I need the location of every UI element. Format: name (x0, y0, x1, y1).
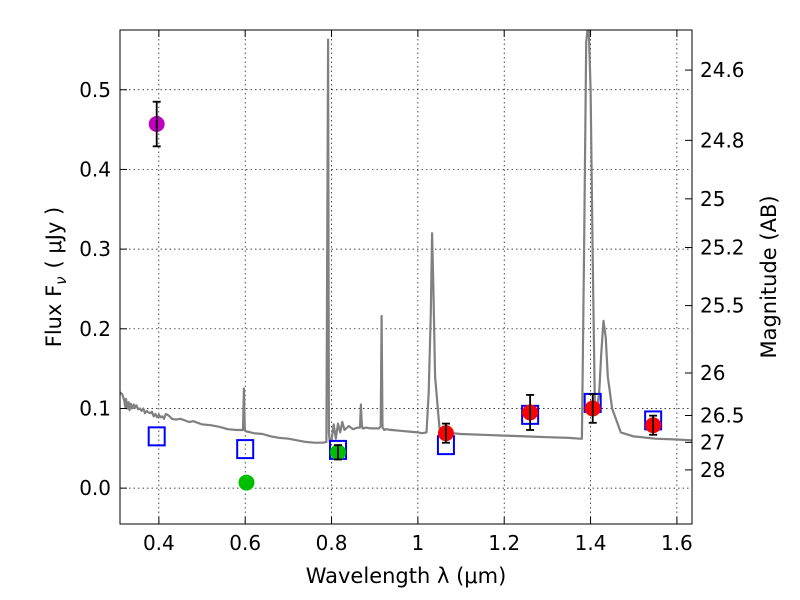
y-tick-label: 0.2 (79, 317, 111, 341)
x-tick-label: 1 (412, 531, 425, 555)
y2-tick-label: 26 (700, 361, 725, 385)
plot-frame (119, 29, 693, 525)
y-tick-label: 0.5 (79, 78, 111, 102)
y-tick-label: 0.1 (79, 396, 111, 420)
y2-tick-label: 24.6 (700, 58, 745, 82)
x-tick-label: 1.4 (575, 531, 607, 555)
model-photometry-square (236, 439, 255, 460)
observed-flux-point (238, 474, 255, 491)
x-tick-label: 0.8 (316, 531, 348, 555)
x-tick-label: 1.6 (661, 531, 693, 555)
x-tick-label: 0.6 (229, 531, 261, 555)
y-tick-label: 0.3 (79, 237, 111, 261)
x-axis-title: Wavelength λ (μm) (306, 564, 507, 588)
right-axis-title: Magnitude (AB) (757, 195, 781, 358)
plot-background (120, 30, 692, 524)
model-photometry-square (147, 426, 166, 447)
y2-tick-label: 27 (700, 430, 725, 454)
y-axis-title-main: Flux F (42, 285, 66, 347)
y-tick-label: 0.0 (79, 476, 111, 500)
x-tick-label: 1.2 (488, 531, 520, 555)
y2-tick-label: 25 (700, 187, 725, 211)
y2-tick-label: 28 (700, 458, 725, 482)
axis-ticks: 0.4 0.6 0.8 1 1.2 1.4 1.6 0.0 0.1 0.2 0.3 0.4 0.5 24.… (79, 30, 745, 555)
y-axis-title-unit: ( μJy ) (42, 207, 66, 269)
y2-tick-label: 26.5 (700, 403, 745, 427)
y-tick-label: 0.4 (79, 157, 111, 181)
y-axis-title-sub: ν (52, 276, 70, 284)
x-tick-label: 0.4 (143, 531, 175, 555)
y2-tick-label: 25.5 (700, 294, 745, 318)
y-axis-title: Flux Fν ( μJy ) (42, 207, 70, 348)
model-spectrum-line (120, 30, 692, 444)
y2-tick-label: 24.8 (700, 128, 745, 152)
y2-tick-label: 25.2 (700, 236, 745, 260)
observations-layer (148, 100, 662, 491)
